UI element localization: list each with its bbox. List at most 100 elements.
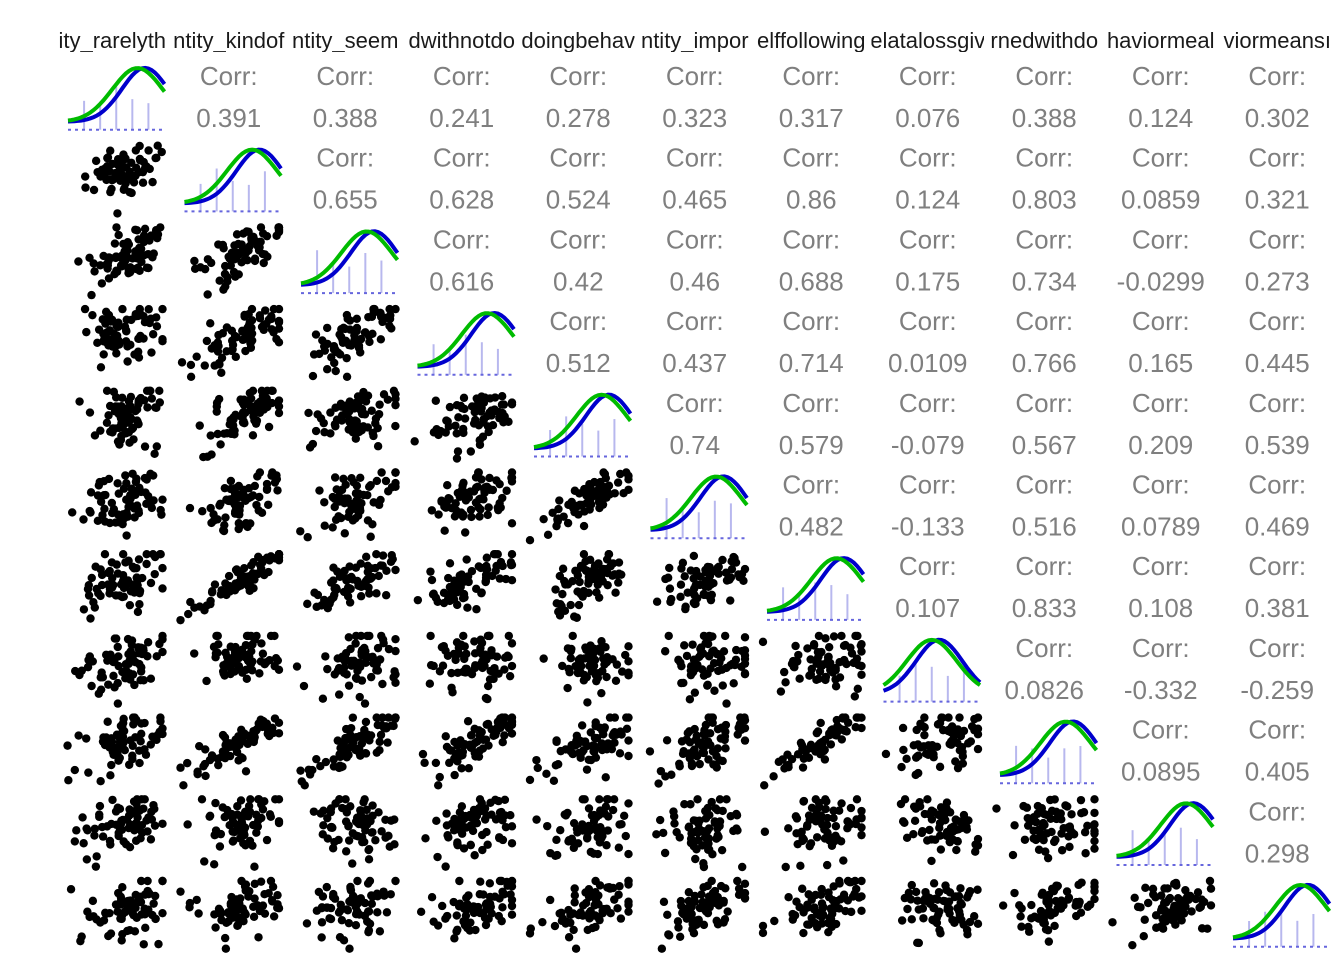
scatter-point: [312, 906, 322, 915]
scatter-point: [495, 833, 504, 842]
scatter-point: [667, 770, 676, 779]
corr-label: Corr:: [899, 551, 957, 581]
density-panel: [300, 229, 400, 295]
scatter-point: [936, 929, 945, 938]
scatter-point: [113, 642, 122, 652]
scatter-point: [131, 248, 140, 257]
scatter-point: [356, 592, 366, 601]
scatter-point: [686, 666, 696, 675]
scatter-point: [80, 304, 90, 314]
scatter-point: [608, 655, 617, 664]
scatter-point: [124, 396, 134, 406]
scatter-point: [124, 896, 133, 906]
scatter-point: [914, 905, 923, 914]
scatter-point: [327, 822, 336, 832]
scatter-point: [253, 822, 263, 831]
scatter-point: [624, 849, 633, 859]
scatter-point: [1023, 821, 1033, 830]
scatter-point: [717, 845, 727, 855]
scatter-point: [138, 573, 147, 583]
scatter-point: [185, 503, 195, 513]
scatter-point: [1177, 896, 1187, 905]
scatter-point: [264, 422, 274, 432]
scatter-point: [499, 716, 508, 725]
scatter-point: [551, 585, 560, 594]
scatter-point: [565, 668, 574, 677]
scatter-point: [222, 738, 231, 747]
scatter-point: [201, 745, 210, 754]
scatter-panel: [881, 713, 983, 780]
scatter-point: [624, 657, 633, 666]
scatter-panel: [79, 550, 167, 623]
scatter-point: [259, 258, 268, 268]
scatter-point: [88, 896, 98, 906]
scatter-point: [595, 795, 604, 804]
scatter-point: [1179, 909, 1189, 918]
scatter-point: [228, 345, 237, 354]
scatter-point: [703, 562, 712, 572]
scatter-point: [105, 743, 114, 752]
scatter-point: [715, 795, 725, 804]
scatter-panel: [183, 795, 284, 871]
scatter-point: [811, 817, 821, 826]
scatter-point: [603, 795, 613, 804]
scatter-point: [256, 397, 265, 406]
scatter-point: [377, 827, 386, 836]
scatter-point: [853, 713, 863, 722]
scatter-point: [572, 613, 582, 622]
scatter-point: [1044, 890, 1054, 900]
scatter-point: [139, 646, 148, 655]
scatter-point: [210, 580, 220, 589]
corr-value: -0.332: [1124, 675, 1198, 705]
scatter-point: [835, 658, 844, 667]
scatter-point: [92, 852, 101, 861]
scatter-point: [691, 854, 700, 864]
density-green: [1232, 882, 1332, 940]
scatter-point: [556, 826, 565, 835]
scatter-point: [268, 882, 278, 892]
scatter-point: [339, 323, 348, 333]
scatter-point: [391, 876, 400, 886]
scatter-point: [200, 264, 210, 274]
density-panel: [1232, 882, 1332, 948]
scatter-point: [227, 326, 237, 336]
density-panel: [67, 65, 167, 131]
scatter-point: [383, 395, 393, 404]
scatter-point: [481, 576, 491, 586]
scatter-point: [549, 776, 559, 786]
scatter-point: [927, 815, 937, 824]
scatter-point: [605, 884, 615, 893]
density-blue: [533, 392, 633, 451]
scatter-point: [157, 147, 166, 157]
scatter-point: [308, 371, 318, 381]
scatter-point: [206, 431, 215, 440]
scatter-point: [1083, 902, 1092, 912]
scatter-point: [249, 583, 258, 593]
scatter-point: [194, 909, 203, 918]
scatter-point: [125, 669, 135, 678]
scatter-point: [261, 658, 271, 667]
scatter-point: [139, 157, 148, 167]
scatter-point: [354, 490, 364, 500]
scatter-point: [121, 427, 130, 436]
scatter-point: [219, 526, 229, 536]
scatter-panel: [539, 631, 633, 707]
scatter-panel: [75, 386, 165, 459]
corr-label: Corr:: [549, 306, 607, 336]
scatter-point: [482, 811, 491, 820]
scatter-point: [155, 386, 164, 395]
scatter-panel: [532, 795, 633, 860]
scatter-point: [342, 808, 352, 817]
scatter-point: [843, 824, 852, 833]
scatter-point: [779, 667, 789, 677]
scatter-point: [273, 486, 282, 495]
scatter-point: [123, 238, 132, 247]
scatter-point: [111, 807, 121, 816]
scatter-point: [200, 857, 209, 866]
scatter-point: [624, 897, 633, 906]
corr-label: Corr:: [782, 388, 840, 418]
scatter-point: [445, 402, 455, 412]
scatter-point: [821, 634, 830, 643]
scatter-point: [480, 486, 489, 495]
scatter-point: [463, 717, 473, 726]
